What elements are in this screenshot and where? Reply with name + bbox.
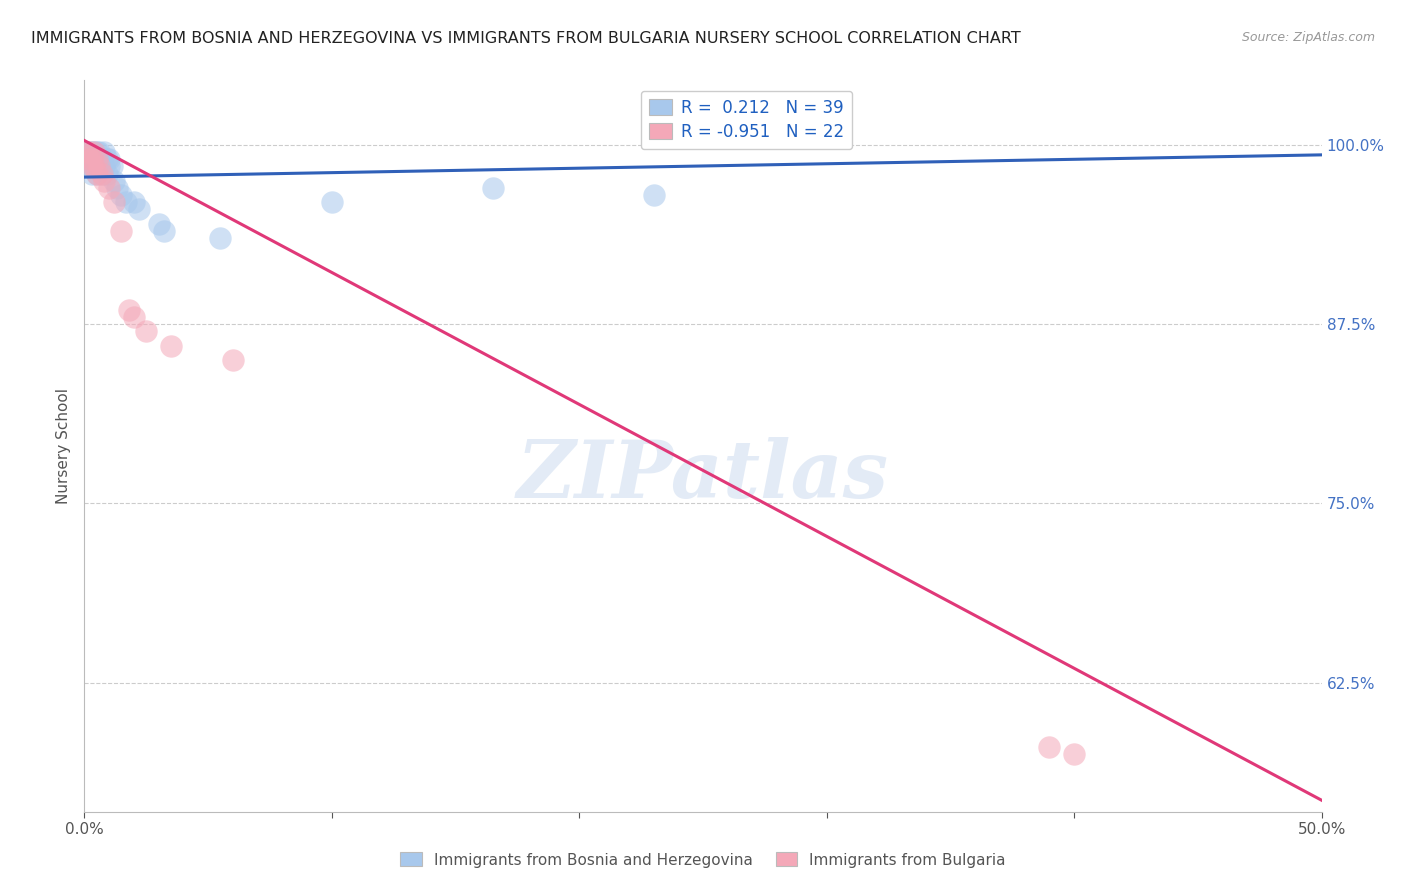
Point [1063,747,1085,762]
Point [80,167,103,181]
Text: Source: ZipAtlas.com: Source: ZipAtlas.com [1241,31,1375,45]
Point [643,188,665,202]
Point [110,224,132,238]
Point [115,195,138,210]
Point [83,159,105,173]
Point [103,174,125,188]
Point [80,145,103,159]
Point [90,167,112,181]
Point [80,159,103,173]
Point [76,145,98,159]
Point [89,159,111,173]
Point [89,152,111,166]
Point [79,145,101,159]
Point [79,152,101,166]
Point [160,338,183,352]
Point [481,181,503,195]
Y-axis label: Nursery School: Nursery School [56,388,72,504]
Point [103,195,125,210]
Point [83,152,105,166]
Point [128,202,150,217]
Point [100,159,122,173]
Point [80,159,103,173]
Point [98,159,121,173]
Point [80,152,103,166]
Point [86,159,108,173]
Point [222,353,245,368]
Point [76,152,98,166]
Point [86,167,108,181]
Point [1038,740,1060,755]
Point [148,217,170,231]
Point [79,145,101,159]
Point [89,159,111,173]
Point [86,167,108,181]
Point [110,188,132,202]
Point [321,195,343,210]
Point [118,302,141,317]
Point [98,152,121,166]
Point [86,145,108,159]
Point [105,181,128,195]
Point [80,152,103,166]
Point [93,174,115,188]
Point [98,181,121,195]
Point [90,152,112,166]
Point [122,310,145,324]
Point [79,159,101,173]
Point [89,145,111,159]
Text: ZIPatlas: ZIPatlas [517,436,889,514]
Point [122,195,145,210]
Point [152,224,174,238]
Legend: Immigrants from Bosnia and Herzegovina, Immigrants from Bulgaria: Immigrants from Bosnia and Herzegovina, … [394,847,1012,873]
Text: IMMIGRANTS FROM BOSNIA AND HERZEGOVINA VS IMMIGRANTS FROM BULGARIA NURSERY SCHOO: IMMIGRANTS FROM BOSNIA AND HERZEGOVINA V… [31,31,1021,46]
Point [90,167,112,181]
Point [96,152,118,166]
Point [83,145,105,159]
Legend: R =  0.212   N = 39, R = -0.951   N = 22: R = 0.212 N = 39, R = -0.951 N = 22 [641,91,852,149]
Point [135,324,157,338]
Point [76,145,98,159]
Point [93,159,115,173]
Point [79,152,101,166]
Point [83,159,105,173]
Point [93,145,115,159]
Point [209,231,232,245]
Point [86,152,108,166]
Point [83,145,105,159]
Point [96,167,118,181]
